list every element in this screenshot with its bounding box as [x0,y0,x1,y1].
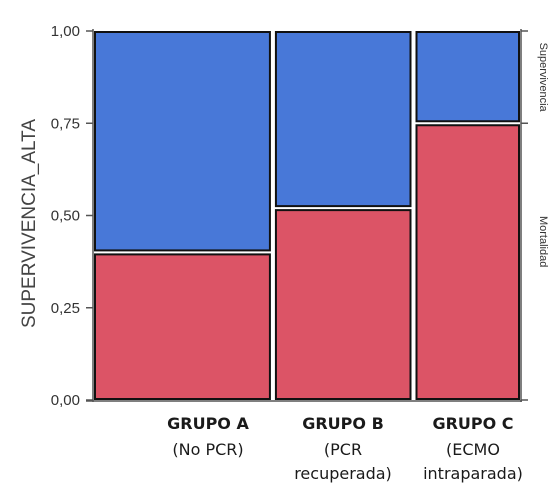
tile-supervivencia-1 [94,31,271,252]
y-tick-label: 0,00 [51,392,80,409]
x-category-sublabel: (ECMO [446,440,500,459]
x-category-label: GRUPO B [302,414,384,433]
tile-supervivencia-2 [274,31,412,208]
y-tick-label: 0,25 [51,300,80,317]
y-tick-label: 0,50 [51,208,80,225]
x-category-label: GRUPO A [167,414,249,433]
y-tick-label: 0,75 [51,115,80,132]
right-label-mortalidad: Mortalidad [537,216,549,267]
y-tick-label: 1,00 [51,23,80,40]
right-label-supervivencia: Supervivencia [537,43,549,113]
right-legend-axis: Supervivencia Mortalidad [520,29,549,402]
tile-supervivencia-3 [415,31,520,123]
x-category-sublabel: (PCR [324,440,362,459]
x-category-label: GRUPO C [432,414,513,433]
x-axis: GRUPO A (No PCR) GRUPO B (PCR recuperada) GRU… [86,400,523,483]
y-axis-label: SUPERVIVENCIA_ALTA [19,119,40,328]
mosaic-tiles [94,31,520,400]
tile-mortalidad-2 [274,209,412,400]
x-category-sublabel: (No PCR) [172,440,243,459]
tile-mortalidad-3 [415,124,520,400]
tile-mortalidad-1 [94,253,271,400]
x-category-sublabel: recuperada) [294,464,392,483]
y-axis: 0,00 0,25 0,50 0,75 1,00 [51,23,94,409]
x-category-sublabel: intraparada) [423,464,523,483]
